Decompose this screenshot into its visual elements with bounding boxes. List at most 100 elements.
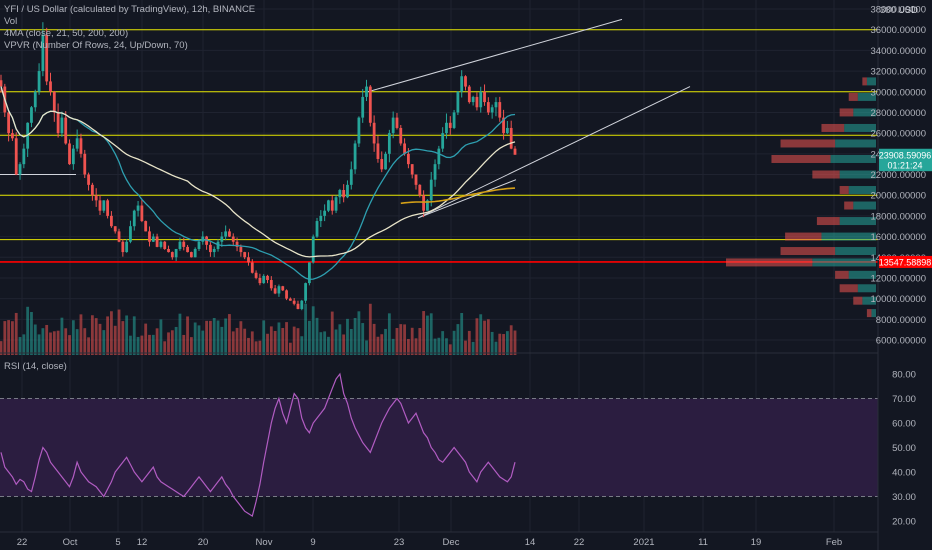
volume-bar	[83, 328, 87, 355]
volume-bar	[52, 331, 56, 355]
candle-body	[494, 102, 498, 108]
volume-bar	[308, 320, 311, 355]
candle-body	[285, 290, 288, 299]
candle-body	[235, 241, 239, 247]
volume-bar	[311, 306, 315, 355]
volume-bar	[437, 337, 441, 355]
time-tick-label: 23	[394, 537, 405, 548]
candle-body	[94, 195, 98, 201]
candle-body	[269, 280, 273, 289]
volume-bar	[71, 320, 75, 355]
volume-bar	[319, 332, 323, 355]
rsi-line	[0, 372, 516, 518]
volume-bar	[140, 335, 144, 355]
candle-body	[258, 277, 262, 284]
volume-bar	[395, 327, 399, 355]
volume-profile-down	[839, 108, 854, 117]
price-tick-label: 16000.00000	[871, 232, 926, 243]
volume-bar	[464, 340, 467, 355]
price-tick-label: 30000.00000	[871, 87, 926, 98]
candle-body	[193, 248, 197, 258]
candle-body	[338, 190, 342, 198]
candle-body	[509, 127, 513, 149]
volume-profile-down	[780, 247, 836, 256]
volume-bar	[266, 333, 269, 355]
volume-bar	[132, 316, 136, 355]
candle-body	[68, 143, 71, 165]
volume-bar	[357, 311, 361, 355]
candle-body	[330, 200, 334, 211]
volume-bar	[292, 326, 296, 355]
volume-bar	[338, 324, 342, 355]
volume-profile-down	[866, 309, 872, 318]
volume-legend[interactable]: Vol	[4, 16, 18, 27]
rsi-tick-label: 20.00	[892, 517, 916, 528]
short-trendline	[417, 179, 517, 219]
candle-body	[64, 117, 68, 144]
volume-bar	[513, 330, 517, 355]
candle-body	[372, 122, 376, 144]
volume-bar	[193, 322, 197, 355]
candle-body	[445, 122, 448, 134]
currency-label[interactable]: USD	[898, 5, 918, 16]
ma-50-line	[0, 86, 516, 258]
ma-legend[interactable]: 4MA (close, 21, 50, 200, 200)	[4, 28, 129, 39]
candle-body	[429, 179, 433, 201]
volume-bar	[277, 322, 281, 355]
time-tick-label: 5	[115, 537, 120, 548]
candle-body	[56, 112, 60, 134]
volume-bar	[18, 337, 22, 355]
candle-body	[41, 34, 45, 72]
volume-profile-up	[871, 309, 876, 318]
time-tick-label: 12	[137, 537, 148, 548]
volume-bar	[209, 320, 212, 355]
candle-body	[37, 71, 41, 92]
candle-body	[452, 112, 456, 128]
volume-bar	[3, 321, 7, 355]
volume-profile-down	[816, 217, 840, 226]
rsi-band-fill	[0, 398, 878, 497]
candle-body	[353, 143, 357, 170]
support-price-tag-bg	[879, 255, 932, 268]
volume-bar	[456, 324, 460, 355]
candle-body	[30, 107, 33, 123]
price-tick-label: 18000.00000	[871, 211, 926, 222]
volume-profile-down	[726, 258, 813, 267]
volume-bar	[117, 309, 121, 355]
volume-bar	[102, 330, 106, 355]
candle-body	[483, 91, 486, 103]
symbol-title[interactable]: YFI / US Dollar (calculated by TradingVi…	[4, 4, 256, 15]
volume-bar	[406, 338, 410, 355]
volume-bars	[0, 303, 517, 355]
volume-bar	[41, 328, 45, 355]
price-tick-label: 34000.00000	[871, 46, 926, 57]
volume-bar	[403, 324, 406, 355]
volume-profile-down	[780, 139, 836, 148]
volume-bar	[121, 321, 125, 355]
candle-body	[148, 231, 151, 242]
candle-body	[296, 303, 300, 309]
vpvr-legend[interactable]: VPVR (Number Of Rows, 24, Up/Down, 70)	[4, 40, 188, 51]
candle-body	[471, 96, 475, 103]
rsi-legend[interactable]: RSI (14, close)	[4, 361, 67, 372]
volume-bar	[505, 331, 509, 355]
candle-body	[479, 91, 483, 108]
candle-body	[205, 236, 208, 245]
rsi-axis[interactable]: 80.00 70.00 60.00 50.00 40.00 30.00 20.00	[892, 370, 916, 528]
volume-bar	[14, 312, 18, 355]
volume-bar	[380, 334, 384, 355]
volume-profile-up	[835, 139, 876, 148]
candle-body	[395, 117, 399, 128]
volume-bar	[201, 330, 205, 355]
volume-bar	[441, 331, 445, 355]
candle-body	[90, 184, 94, 196]
volume-bar	[205, 320, 208, 355]
volume-bar	[87, 337, 90, 355]
time-axis[interactable]: 22 Oct 5 12 20 Nov 9 23 Dec 14 22 2021 11 19 Feb	[17, 537, 842, 548]
candle-body	[281, 286, 285, 291]
price-tick-label: 38000.00000	[871, 5, 926, 16]
candle-body	[304, 283, 307, 301]
candle-body	[308, 262, 311, 284]
price-axis[interactable]: 38000.00000 36000.00000 34000.00000 32000.0…	[871, 5, 926, 347]
